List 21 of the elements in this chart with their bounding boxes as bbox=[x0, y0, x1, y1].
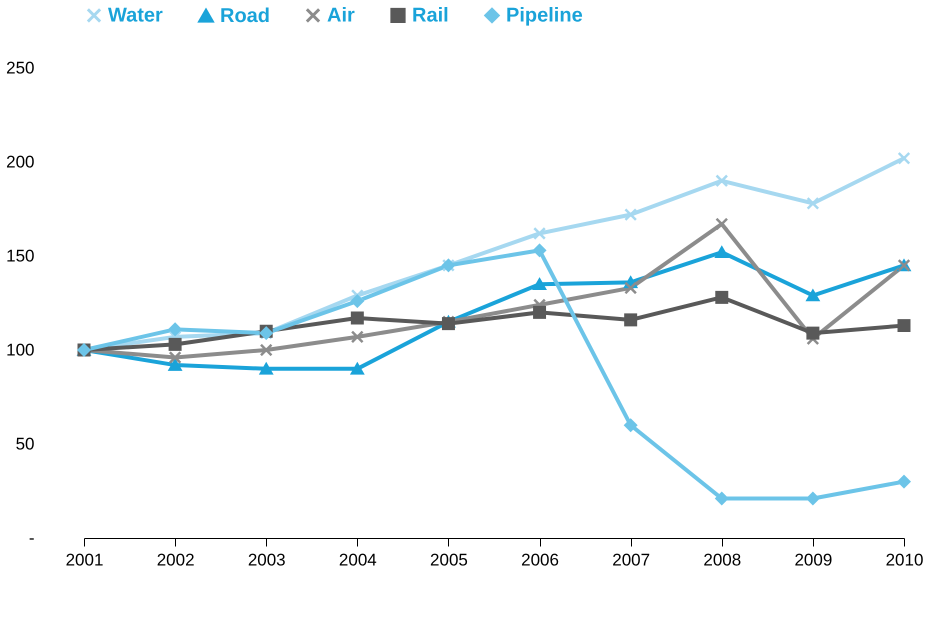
y-tick-label: 150 bbox=[6, 246, 34, 266]
legend-label: Air bbox=[327, 4, 355, 26]
y-tick-label: 200 bbox=[6, 152, 34, 172]
y-tick-label: - bbox=[28, 528, 34, 548]
x-tick-label: 2007 bbox=[612, 550, 650, 570]
x-tick-label: 2002 bbox=[156, 550, 195, 570]
x-tick-label: 2008 bbox=[703, 550, 742, 570]
y-tick-label: 250 bbox=[6, 58, 34, 78]
legend-label: Water bbox=[108, 4, 164, 26]
y-tick-label: 50 bbox=[16, 434, 34, 454]
x-tick-label: 2001 bbox=[66, 550, 104, 570]
legend-label: Rail bbox=[412, 4, 449, 26]
y-tick-label: 100 bbox=[6, 340, 34, 360]
x-tick-label: 2010 bbox=[886, 550, 924, 570]
legend-label: Pipeline bbox=[506, 4, 583, 26]
x-tick-label: 2006 bbox=[521, 550, 559, 570]
x-tick-label: 2004 bbox=[338, 550, 377, 570]
x-tick-label: 2003 bbox=[248, 550, 286, 570]
x-tick-label: 2009 bbox=[794, 550, 832, 570]
legend-label: Road bbox=[220, 4, 270, 27]
x-tick-label: 2005 bbox=[430, 550, 468, 570]
